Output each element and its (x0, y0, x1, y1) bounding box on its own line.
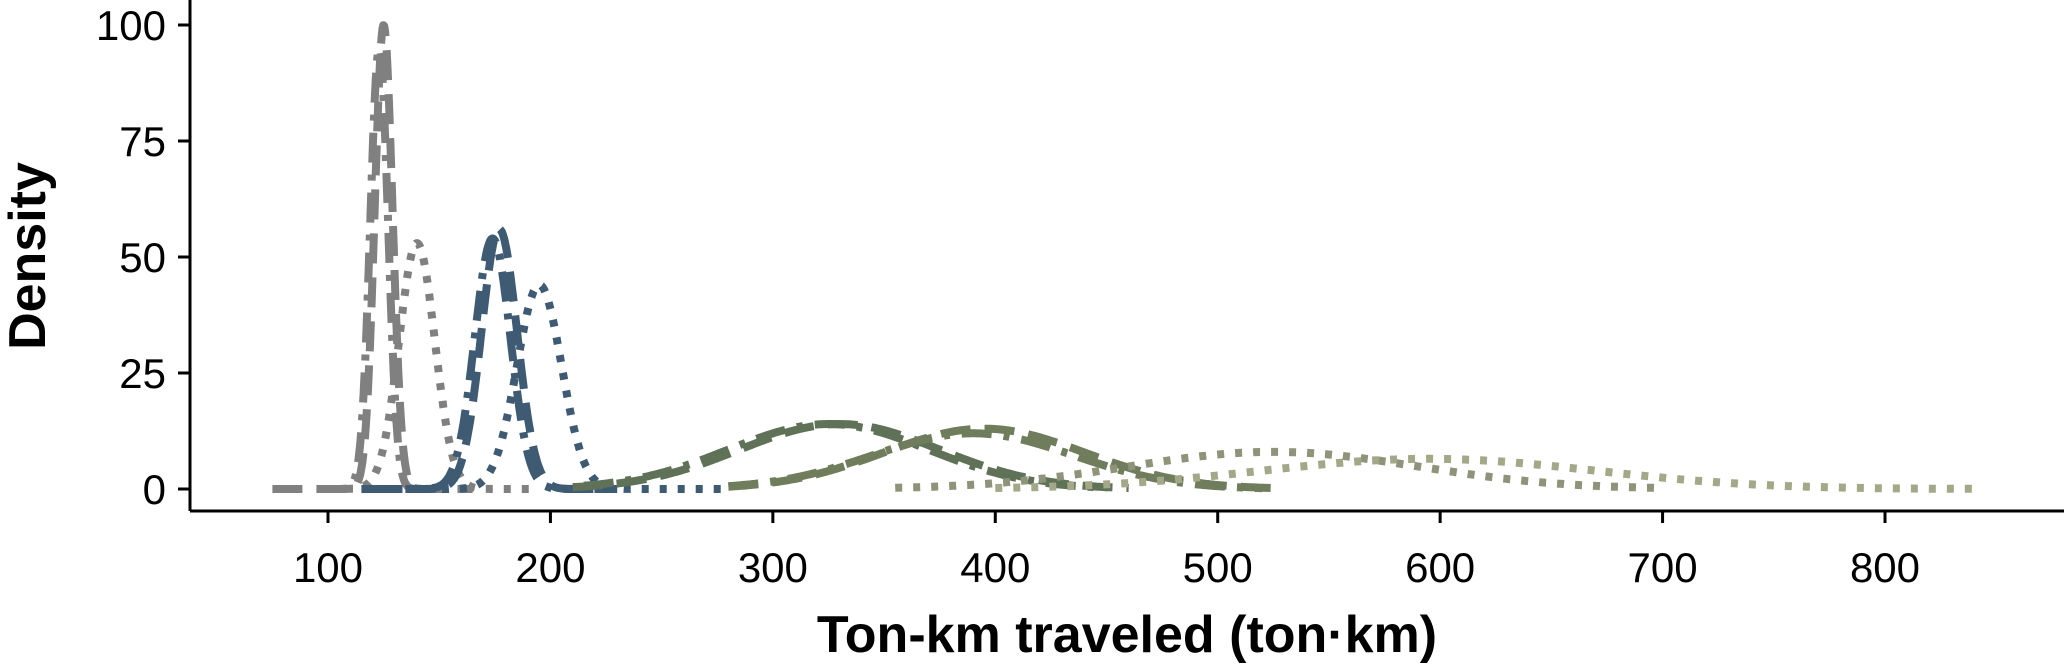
series-layer (269, 21, 1975, 493)
density-series-line-11 (894, 447, 1664, 492)
y-axis-title: Density (0, 162, 57, 350)
density-series-line-5 (369, 234, 610, 493)
x-tick-label: 300 (738, 544, 808, 591)
density-series-line-8 (582, 420, 1109, 492)
tick-layer: 100 200 300 400 500 600 700 800 0 25 50 75 100 (96, 2, 1920, 591)
y-tick-label: 25 (119, 350, 166, 397)
density-series-line-9 (726, 424, 1287, 493)
y-tick-label: 100 (96, 2, 166, 49)
density-series-line-12 (995, 454, 1975, 493)
x-axis-title: Ton-km traveled (ton·km) (817, 606, 1437, 664)
x-tick-label: 100 (293, 544, 363, 591)
y-tick-label: 0 (143, 466, 166, 513)
density-series-line-6 (403, 280, 731, 493)
x-tick-label: 500 (1183, 544, 1253, 591)
x-tick-label: 400 (960, 544, 1030, 591)
density-series-line-2 (313, 44, 454, 493)
y-tick-label: 75 (119, 118, 166, 165)
x-tick-label: 200 (515, 544, 585, 591)
x-tick-label: 800 (1850, 544, 1920, 591)
y-tick-label: 50 (119, 234, 166, 281)
x-tick-label: 700 (1628, 544, 1698, 591)
x-tick-label: 600 (1405, 544, 1475, 591)
density-series-line-3 (324, 239, 543, 493)
